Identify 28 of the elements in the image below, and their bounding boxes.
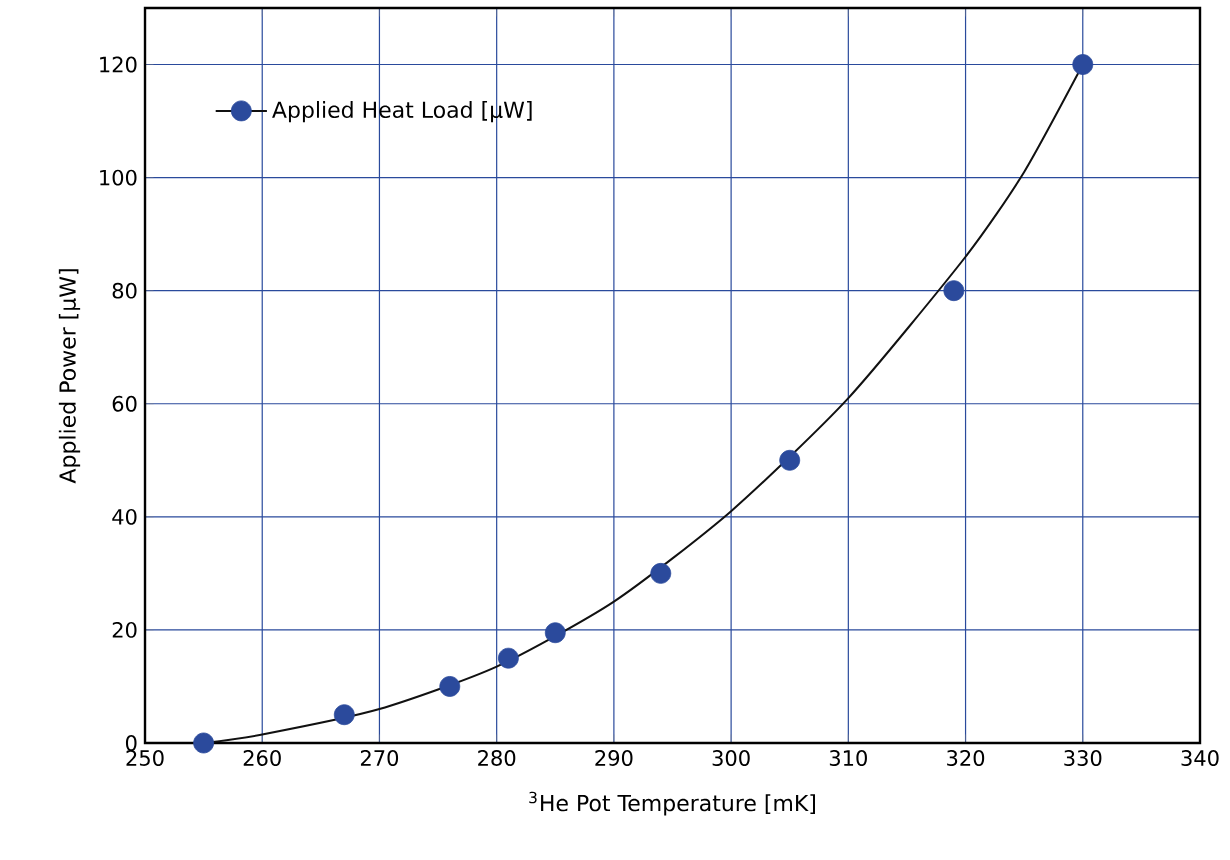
y-tick-label: 60 (112, 395, 137, 412)
point (779, 449, 801, 471)
y-tick-label: 120 (100, 56, 137, 73)
x-tick-label: 270 (360, 750, 399, 766)
x-tick-label: 290 (595, 750, 633, 766)
y-tick-label: 80 (112, 282, 137, 299)
x-tick-label: 320 (947, 750, 985, 766)
point (333, 704, 355, 726)
y-tick-label: 40 (112, 508, 137, 525)
point (943, 280, 965, 302)
x-tick-label: 260 (243, 750, 281, 766)
x-tick-label: 330 (1064, 750, 1102, 766)
x-tick-label: 310 (829, 750, 867, 766)
y-axis-title: Applied Power [µW] (58, 269, 81, 484)
y-tick-label: 20 (112, 621, 137, 638)
x-tick-label: 250 (126, 750, 164, 766)
x-tick-label: 280 (478, 750, 516, 766)
point (193, 732, 215, 754)
x-tick-label: 340 (1181, 750, 1219, 766)
point (650, 562, 672, 584)
point (544, 622, 566, 644)
x-tick-label: 300 (712, 750, 750, 766)
y-tick-label: 100 (100, 169, 137, 186)
point (439, 676, 461, 697)
point (498, 647, 519, 669)
y-tick-label: 0 (125, 735, 137, 751)
x-axis-title: $^{3}$He Pot Temperature [mK] (529, 791, 815, 816)
point (1072, 54, 1094, 75)
